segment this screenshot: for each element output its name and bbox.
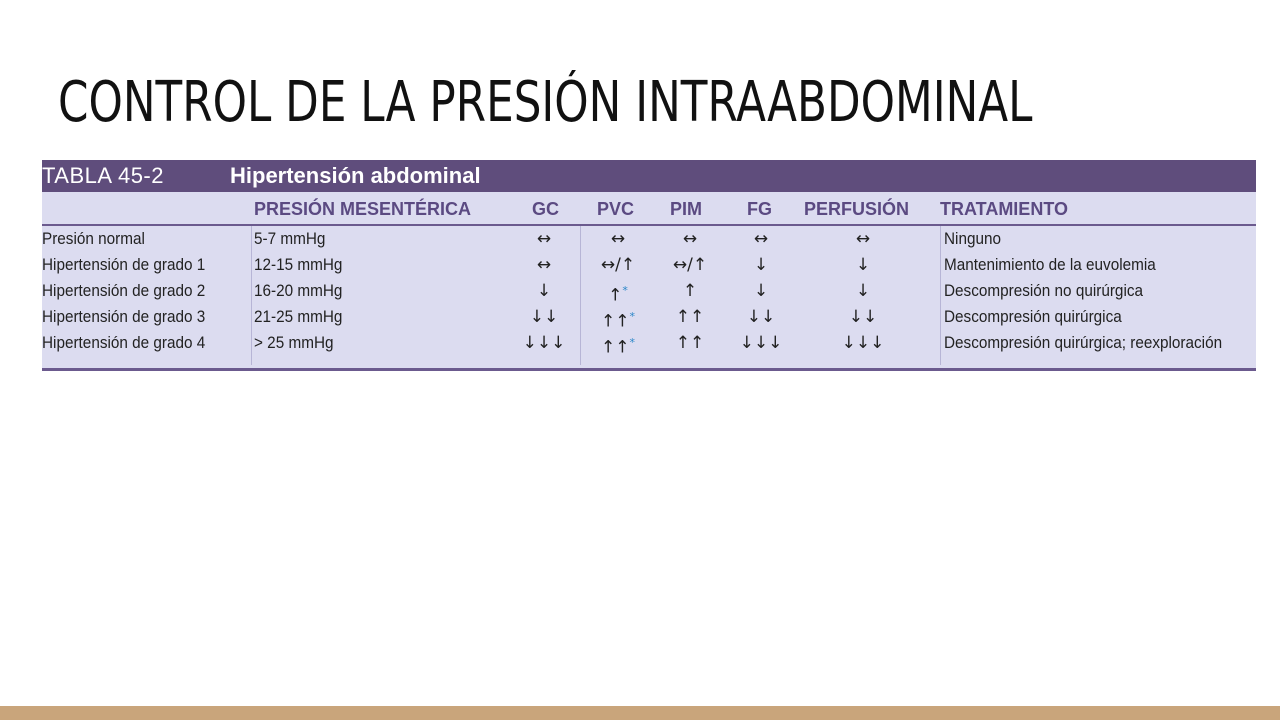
perfusion-cell: ↓ (855, 281, 871, 301)
column-divider (580, 226, 581, 365)
treatment-cell: Descompresión quirúrgica (944, 307, 1122, 326)
pim-cell: ↔ (682, 229, 698, 249)
gc-cell: ↔ (536, 229, 552, 249)
treatment-cell: Ninguno (944, 229, 1001, 248)
pvc-cell: ↔/↑ (592, 252, 644, 278)
mesenteric-pressure-cell: 12-15 mmHg (254, 255, 343, 274)
hypertension-table: TABLA 45-2 Hipertensión abdominal PRESIÓ… (42, 160, 1256, 371)
perfusion-cell: ↓ (855, 255, 871, 275)
treatment-cell: Mantenimiento de la euvolemia (944, 255, 1156, 274)
column-header-perfusion: PERFUSIÓN (804, 199, 910, 219)
gc-cell: ↓ (536, 281, 552, 301)
gc-cell: ↔ (536, 255, 552, 275)
pvc-value: ↑↑ (601, 337, 630, 358)
table-row: Hipertensión de grado 4 > 25 mmHg ↓↓↓ ↑↑… (42, 330, 1256, 358)
gc-cell: ↓↓↓ (522, 333, 566, 353)
table-caption: Hipertensión abdominal (230, 163, 481, 188)
table-row: Presión normal 5-7 mmHg ↔ ↔ ↔ ↔ ↔ Ningun… (42, 226, 1256, 252)
table-row: Hipertensión de grado 3 21-25 mmHg ↓↓ ↑↑… (42, 304, 1256, 332)
table-number: TABLA 45-2 (42, 163, 164, 188)
column-header-mesenteric-pressure: PRESIÓN MESENTÉRICA (254, 199, 472, 219)
footnote-marker: * (629, 336, 636, 349)
pvc-cell: ↑↑* (592, 330, 644, 358)
table-header-bar: TABLA 45-2 Hipertensión abdominal (42, 160, 1256, 192)
pim-cell: ↑↑ (675, 307, 705, 327)
row-label: Hipertensión de grado 1 (42, 255, 206, 274)
row-label: Presión normal (42, 229, 145, 248)
fg-cell: ↔ (753, 229, 769, 249)
row-label: Hipertensión de grado 3 (42, 307, 206, 326)
mesenteric-pressure-cell: > 25 mmHg (254, 333, 334, 352)
fg-cell: ↓ (753, 281, 769, 301)
treatment-cell: Descompresión quirúrgica; reexploración (944, 333, 1223, 352)
pim-cell: ↑ (682, 281, 698, 301)
column-header-pvc: PVC (597, 199, 635, 219)
pvc-value: ↔/↑ (600, 255, 636, 275)
table-body: Presión normal 5-7 mmHg ↔ ↔ ↔ ↔ ↔ Ningun… (42, 226, 1256, 358)
fg-cell: ↓↓ (746, 307, 776, 327)
perfusion-cell: ↔ (855, 229, 871, 249)
row-label: Hipertensión de grado 2 (42, 281, 206, 300)
column-header-gc: GC (532, 199, 559, 219)
pvc-value: ↑↑ (601, 311, 630, 332)
footer-accent-band (0, 706, 1280, 720)
pvc-cell: ↑* (592, 278, 644, 306)
fg-cell: ↓ (753, 255, 769, 275)
gc-cell: ↓↓ (529, 307, 559, 327)
column-header-pim: PIM (670, 199, 703, 219)
footnote-marker: * (629, 310, 636, 323)
column-header-treatment: TRATAMIENTO (940, 199, 1068, 219)
column-divider (940, 226, 941, 365)
fg-cell: ↓↓↓ (739, 333, 783, 353)
mesenteric-pressure-cell: 21-25 mmHg (254, 307, 343, 326)
pvc-value: ↔ (610, 229, 626, 249)
pvc-value: ↑ (608, 285, 623, 306)
pvc-cell: ↔ (592, 226, 644, 252)
table-row: Hipertensión de grado 2 16-20 mmHg ↓ ↑* … (42, 278, 1256, 306)
column-header-fg: FG (747, 199, 772, 219)
row-label: Hipertensión de grado 4 (42, 333, 206, 352)
footnote-marker: * (622, 284, 628, 297)
mesenteric-pressure-cell: 5-7 mmHg (254, 229, 326, 248)
treatment-cell: Descompresión no quirúrgica (944, 281, 1143, 300)
column-divider (251, 226, 252, 365)
mesenteric-pressure-cell: 16-20 mmHg (254, 281, 343, 300)
table-column-headers: PRESIÓN MESENTÉRICA GC PVC PIM FG PERFUS… (42, 194, 1256, 226)
pim-cell: ↑↑ (675, 333, 705, 353)
perfusion-cell: ↓↓ (848, 307, 878, 327)
pim-cell: ↔/↑ (672, 255, 708, 275)
table-row: Hipertensión de grado 1 12-15 mmHg ↔ ↔/↑… (42, 252, 1256, 278)
slide-title: CONTROL DE LA PRESIÓN INTRAABDOMINAL (58, 70, 1033, 135)
perfusion-cell: ↓↓↓ (841, 333, 885, 353)
pvc-cell: ↑↑* (592, 304, 644, 332)
